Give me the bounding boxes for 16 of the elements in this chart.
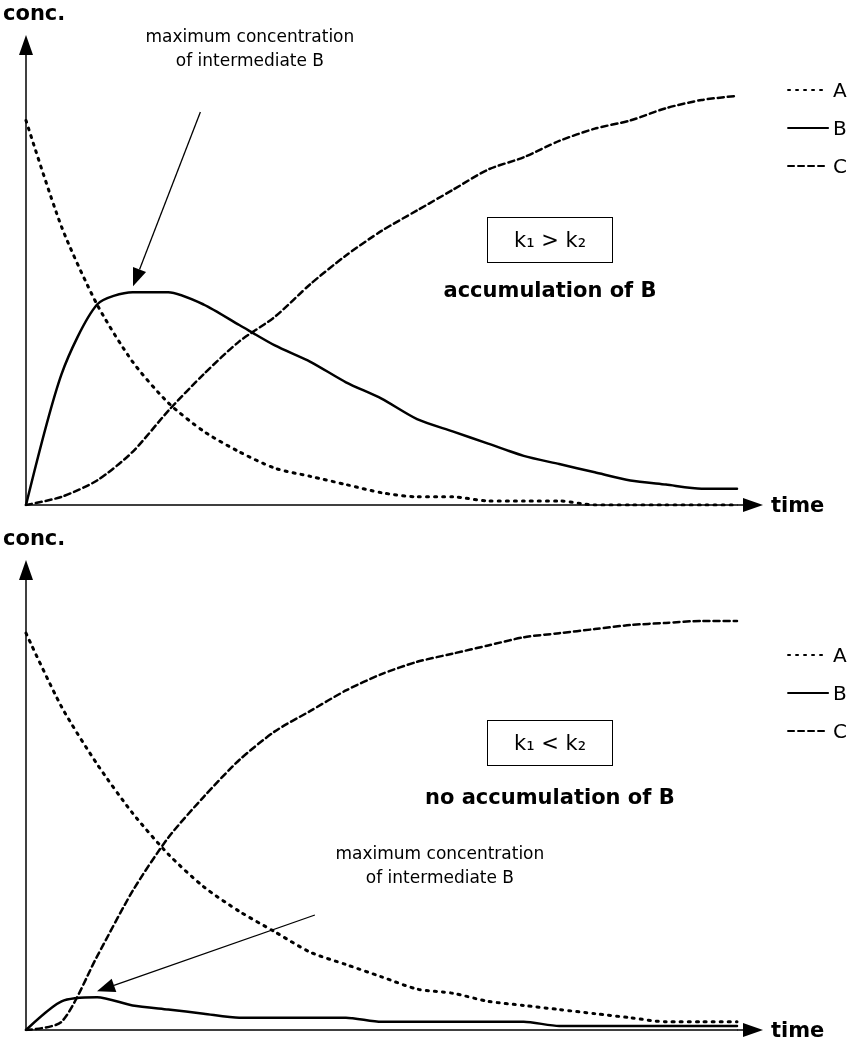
y-axis-title: conc. — [3, 525, 66, 550]
annotation: k₁ < k₂ — [487, 720, 614, 766]
annotation: k₁ > k₂ — [487, 217, 614, 263]
x-axis-title: time — [771, 493, 825, 517]
legend-label: C — [833, 719, 847, 743]
legend-label: B — [833, 681, 847, 705]
legend-label: B — [833, 116, 847, 140]
legend-label: A — [833, 78, 848, 102]
text: maximum concentration of intermediate B — [145, 25, 355, 72]
annotation: maximum concentration of intermediate B — [335, 842, 545, 889]
legend-label: A — [833, 643, 848, 667]
legend-label: C — [833, 154, 847, 178]
y-axis-title: conc. — [3, 0, 66, 25]
annotation: no accumulation of B — [425, 785, 675, 809]
annotation: accumulation of B — [443, 278, 657, 302]
x-axis-title: time — [771, 1018, 825, 1042]
